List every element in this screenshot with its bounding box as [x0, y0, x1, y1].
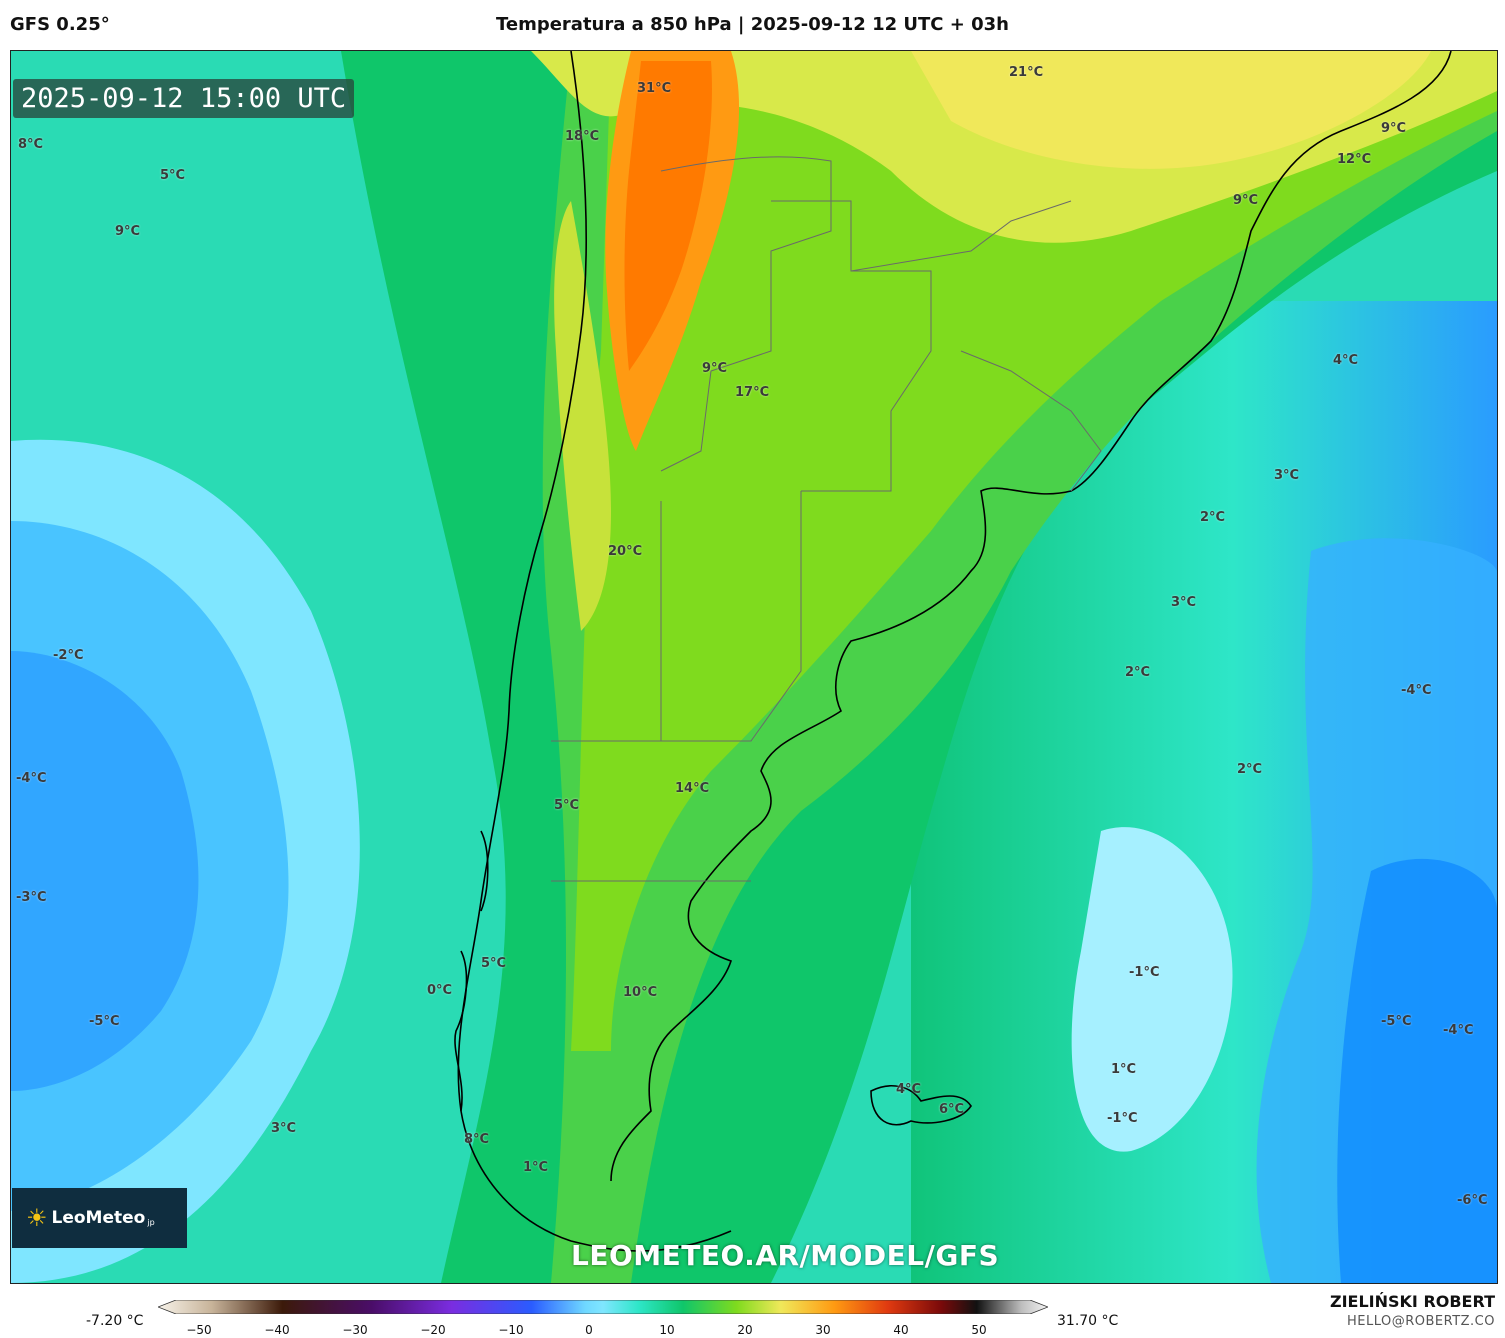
temperature-label: -3°C — [16, 890, 47, 905]
temperature-label: -4°C — [16, 771, 47, 786]
colorbar-max-label: 31.70 °C — [1057, 1313, 1119, 1329]
temperature-label: 5°C — [160, 168, 186, 183]
temperature-label: -1°C — [1129, 965, 1160, 980]
leometeo-logo[interactable]: ☀ LeoMeteo jp — [12, 1188, 187, 1248]
temperature-label: 18°C — [565, 129, 600, 144]
temperature-label: 2°C — [1125, 665, 1151, 680]
temperature-label: 1°C — [523, 1160, 549, 1175]
temperature-label: 4°C — [1333, 353, 1359, 368]
temperature-label: 12°C — [1337, 152, 1372, 167]
colorbar-tick: −20 — [420, 1323, 446, 1337]
temperature-label: 2°C — [1237, 762, 1263, 777]
temperature-label: 20°C — [608, 544, 643, 559]
colorbar-min-label: -7.20 °C — [86, 1313, 144, 1329]
author-email[interactable]: HELLO@ROBERTZ.CO — [1346, 1314, 1495, 1329]
colorbar-tick: 0 — [585, 1323, 593, 1337]
colorbar-tick: −10 — [498, 1323, 524, 1337]
temperature-label: 5°C — [554, 798, 580, 813]
logo-suffix: jp — [147, 1217, 155, 1227]
colorbar-tick: −40 — [264, 1323, 290, 1337]
temperature-label: -5°C — [1381, 1014, 1412, 1029]
temperature-label: 3°C — [271, 1121, 297, 1136]
temperature-label: 8°C — [18, 137, 44, 152]
source-watermark: LEOMETEO.AR/MODEL/GFS — [571, 1239, 1000, 1272]
temperature-label: 2°C — [1200, 510, 1226, 525]
logo-text: LeoMeteo — [51, 1208, 146, 1228]
temperature-label: 17°C — [735, 385, 770, 400]
temperature-label: -5°C — [89, 1014, 120, 1029]
temperature-map: 2025-09-12 15:00 UTC 21°C 31°C 18°C 8°C … — [10, 50, 1498, 1284]
temperature-label: 5°C — [481, 956, 507, 971]
colorbar-tick: 20 — [737, 1323, 753, 1337]
temperature-label: 9°C — [1233, 193, 1259, 208]
temperature-label: 14°C — [675, 781, 710, 796]
temperature-label: 0°C — [427, 983, 453, 998]
model-name: GFS 0.25° — [10, 14, 110, 35]
temperature-label: 21°C — [1009, 65, 1044, 80]
temperature-label: -2°C — [53, 648, 84, 663]
temperature-label: -4°C — [1443, 1023, 1474, 1038]
temperature-label: 9°C — [115, 224, 141, 239]
temperature-label: 3°C — [1171, 595, 1197, 610]
colorbar-tick: 40 — [893, 1323, 909, 1337]
temperature-label: 6°C — [939, 1102, 965, 1117]
temperature-label: -6°C — [1457, 1193, 1488, 1208]
temperature-label: 3°C — [1274, 468, 1300, 483]
colorbar-tick: 10 — [659, 1323, 675, 1337]
colorbar — [158, 1300, 1048, 1314]
colorbar-tick: 30 — [815, 1323, 831, 1337]
colorbar-tick: 50 — [971, 1323, 987, 1337]
temperature-label: 8°C — [464, 1132, 490, 1147]
temperature-label: 4°C — [896, 1082, 922, 1097]
temperature-label: 9°C — [702, 361, 728, 376]
author-name: ZIELIŃSKI ROBERT — [1329, 1292, 1495, 1311]
temperature-field — [11, 51, 1497, 1283]
temperature-label: -4°C — [1401, 683, 1432, 698]
temperature-label: 1°C — [1111, 1062, 1137, 1077]
temperature-label: 10°C — [623, 985, 658, 1000]
temperature-label: -1°C — [1107, 1111, 1138, 1126]
valid-time-badge: 2025-09-12 15:00 UTC — [13, 79, 355, 118]
map-title: Temperatura a 850 hPa | 2025-09-12 12 UT… — [495, 14, 1009, 35]
temperature-label: 9°C — [1381, 121, 1407, 136]
colorbar-tick: −50 — [186, 1323, 212, 1337]
sun-icon: ☀ — [26, 1204, 48, 1232]
colorbar-tick: −30 — [342, 1323, 368, 1337]
temperature-label: 31°C — [637, 81, 672, 96]
